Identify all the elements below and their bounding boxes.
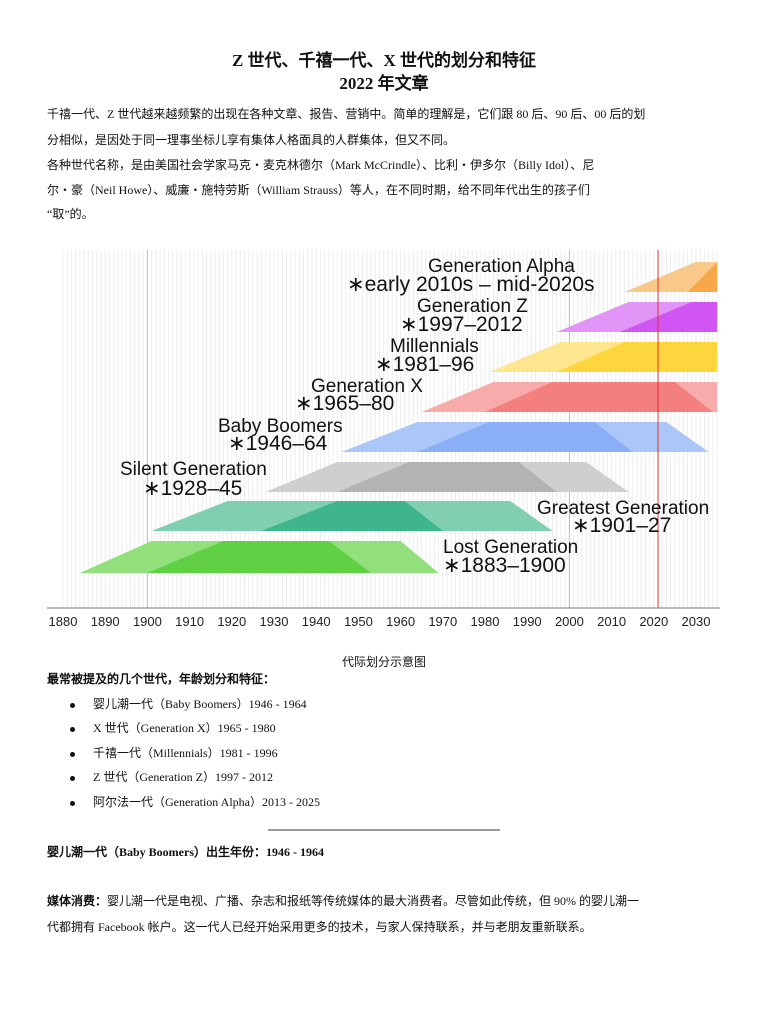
x-tick-label: 1930 xyxy=(260,614,289,629)
list-item-text: X 世代（Generation X）1965 - 1980 xyxy=(93,721,276,735)
x-tick-label: 2030 xyxy=(682,614,711,629)
generation-years-label: ∗1981–96 xyxy=(375,353,475,376)
intro-line: 分相似，是因处于同一理事坐标儿享有集体人格面具的人群集体，但又不同。 xyxy=(47,133,456,147)
page-title: Z 世代、千禧一代、X 世代的划分和特征 xyxy=(231,51,537,70)
generation-core-bar xyxy=(687,262,718,292)
list-heading: 最常被提及的几个世代，年龄划分和特征： xyxy=(47,672,276,686)
generation-core-bar xyxy=(337,462,557,492)
media-line: 媒体消费：婴儿潮一代是电视、广播、杂志和报纸等传统媒体的最大消费者。尽管如此传统… xyxy=(47,892,639,909)
x-tick-label: 1980 xyxy=(471,614,500,629)
generation-years-label: ∗1901–27 xyxy=(572,514,672,537)
generation-years-label: ∗early 2010s – mid-2020s xyxy=(347,273,595,296)
intro-line: 尔・豪（Neil Howe）、威廉・施特劳斯（William Strauss）等… xyxy=(47,183,590,197)
generation-core-bar xyxy=(620,302,718,332)
list-item-text: 婴儿潮一代（Baby Boomers）1946 - 1964 xyxy=(93,697,307,711)
generation-name-label: Baby Boomers xyxy=(218,416,343,437)
generation-years-label: ∗1883–1900 xyxy=(443,554,566,577)
chart-caption: 代际划分示意图 xyxy=(341,655,426,669)
list-item: 阿尔法一代（Generation Alpha）2013 - 2025 xyxy=(70,793,320,810)
generation-years-label: ∗1928–45 xyxy=(143,477,243,500)
bullet-icon xyxy=(70,775,75,781)
media-line: 代都拥有 Facebook 帐户。这一代人已经开始采用更多的技术，与家人保持联系… xyxy=(47,920,592,934)
bullet-icon xyxy=(70,751,75,757)
generation-years-label: ∗1965–80 xyxy=(295,392,395,415)
intro-line: 各种世代名称，是由美国社会学家马克・麦克林德尔（Mark McCrindle）、… xyxy=(47,158,595,172)
list-item-text: 千禧一代（Millennials）1981 - 1996 xyxy=(93,746,278,760)
generation-core-bar xyxy=(485,382,713,412)
generation-core-bar xyxy=(556,342,718,372)
section-heading: 婴儿潮一代（Baby Boomers）出生年份：1946 - 1964 xyxy=(47,845,324,859)
x-tick-label: 1900 xyxy=(133,614,162,629)
generations-chart: 1880 1890 1900 1910 1920 1930 1940 1950 1960 1970… xyxy=(47,250,720,630)
generation-name-label: Greatest Generation xyxy=(537,498,710,519)
x-tick-label: 2000 xyxy=(555,614,584,629)
generation-name-label: Generation Z xyxy=(417,296,528,317)
x-tick-label: 1950 xyxy=(344,614,373,629)
media-text: 婴儿潮一代是电视、广播、杂志和报纸等传统媒体的最大消费者。尽管如此传统，但 90… xyxy=(107,894,640,908)
chart-canvas: 1880 1890 1900 1910 1920 1930 1940 1950 1960 1970… xyxy=(47,250,720,629)
x-tick-label: 1990 xyxy=(513,614,542,629)
x-tick-label: 1880 xyxy=(49,614,78,629)
list-item: 婴儿潮一代（Baby Boomers）1946 - 1964 xyxy=(70,695,307,712)
page-subtitle: 2022 年文章 xyxy=(339,74,429,93)
x-tick-label: 1910 xyxy=(175,614,204,629)
generation-core-bar xyxy=(261,501,443,531)
x-tick-label: 1890 xyxy=(91,614,120,629)
bullet-icon xyxy=(70,726,75,732)
x-tick-label: 2010 xyxy=(597,614,626,629)
generation-years-label: ∗1997–2012 xyxy=(400,313,523,336)
generation-core-bar xyxy=(417,422,633,452)
generation-bar xyxy=(624,262,718,292)
intro-line: 千禧一代、Z 世代越来越频繁的出现在各种文章、报告、营销中。简单的理解是，它们跟… xyxy=(47,107,646,121)
list-item: X 世代（Generation X）1965 - 1980 xyxy=(70,719,276,736)
generation-core-bar xyxy=(147,541,372,573)
x-tick-label: 1960 xyxy=(386,614,415,629)
x-tick-label: 1970 xyxy=(428,614,457,629)
x-tick-label: 1920 xyxy=(217,614,246,629)
generation-name-label: Generation Alpha xyxy=(428,256,575,277)
bullet-icon xyxy=(70,702,75,708)
generation-name-label: Lost Generation xyxy=(443,537,579,558)
generation-name-label: Millennials xyxy=(390,336,479,357)
list-item: 千禧一代（Millennials）1981 - 1996 xyxy=(70,744,278,761)
list-item-text: 阿尔法一代（Generation Alpha）2013 - 2025 xyxy=(93,795,320,809)
bullet-icon xyxy=(70,800,75,806)
list-item: Z 世代（Generation Z）1997 - 2012 xyxy=(70,768,273,785)
x-tick-label: 1940 xyxy=(302,614,331,629)
media-label: 媒体消费： xyxy=(47,894,108,908)
list-item-text: Z 世代（Generation Z）1997 - 2012 xyxy=(93,770,273,784)
divider xyxy=(268,829,500,831)
generation-name-label: Silent Generation xyxy=(120,459,267,480)
generation-name-label: Generation X xyxy=(311,376,423,397)
intro-line: “取”的。 xyxy=(47,207,94,221)
x-tick-label: 2020 xyxy=(639,614,668,629)
generation-years-label: ∗1946–64 xyxy=(228,432,328,455)
